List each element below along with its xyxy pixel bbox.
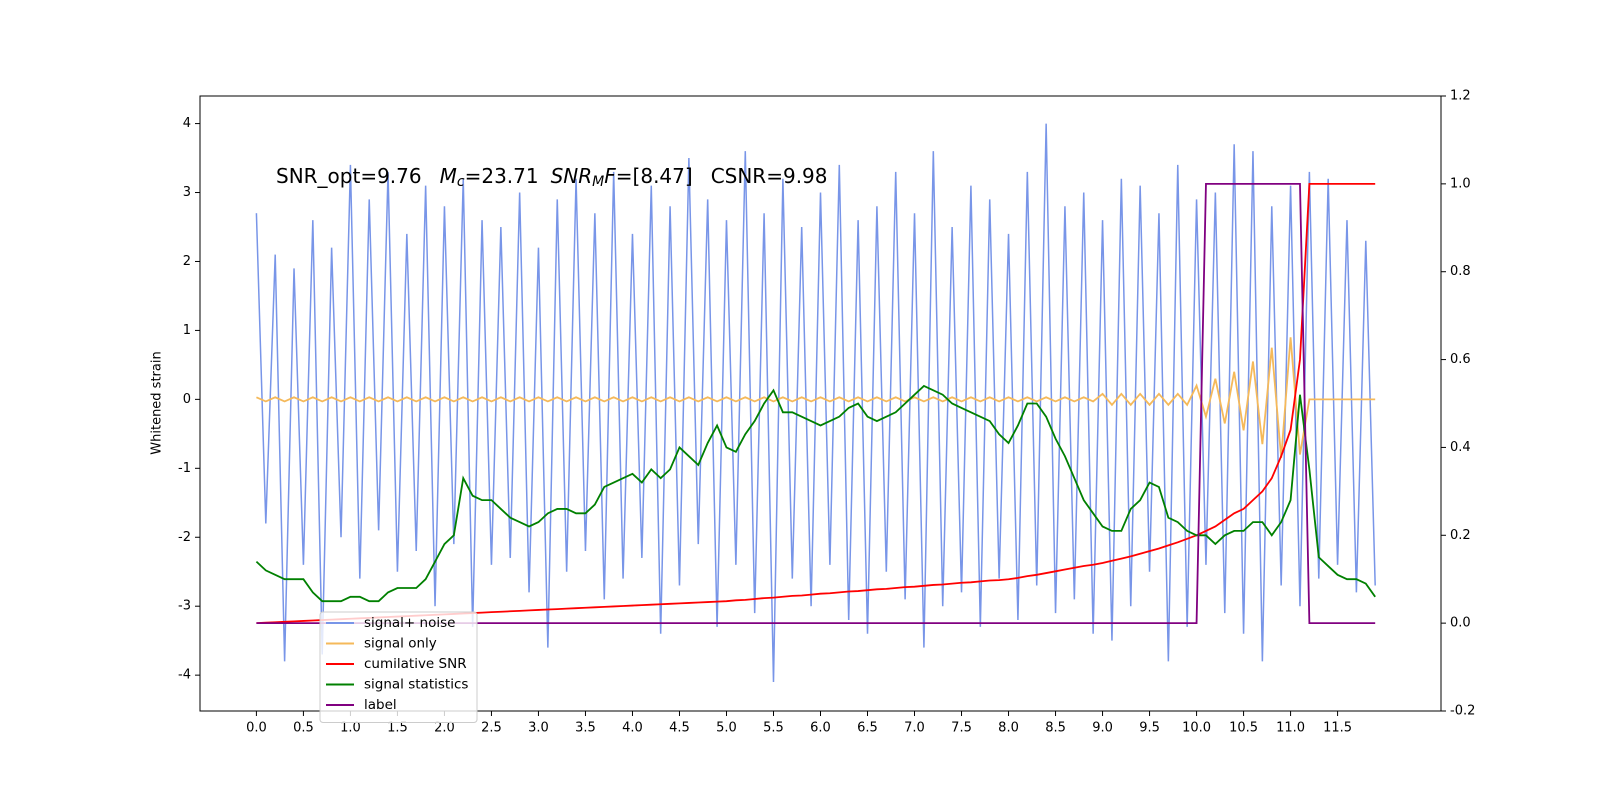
y2-tick-label: 1.2 [1450, 89, 1471, 104]
annotation-part: F [604, 164, 616, 188]
x-tick-label: 2.5 [481, 721, 502, 736]
annotation: SNR_opt=9.76 Mc=23.71 SNRMF=[8.47] CSNR=9.9… [276, 164, 828, 191]
annotation-part: c [457, 174, 465, 190]
x-tick-label: 6.5 [857, 721, 878, 736]
x-tick-label: 10.0 [1182, 721, 1211, 736]
x-tick-label: 10.5 [1229, 721, 1258, 736]
x-tick-label: 4.0 [622, 721, 643, 736]
legend-label: signal+ noise [364, 615, 455, 631]
y-axis-label: Whitened strain [150, 351, 165, 454]
y-tick-label: -2 [178, 530, 191, 545]
legend: signal+ noise signal only cumilative SNR si… [319, 611, 478, 723]
annotation-part: =[8.47] [616, 164, 693, 188]
x-tick-label: 9.5 [1139, 721, 1160, 736]
annotation-part: M [440, 164, 457, 188]
x-tick-label: 11.5 [1323, 721, 1352, 736]
legend-label: signal only [364, 636, 437, 652]
legend-label: label [364, 697, 397, 713]
y-tick-label: 4 [183, 116, 191, 131]
series-line [255, 123, 1376, 683]
x-tick-label: 0.0 [246, 721, 267, 736]
y2-tick-label: 0.6 [1450, 352, 1471, 367]
x-tick-label: 7.0 [904, 721, 925, 736]
y2-tick-label: -0.2 [1450, 704, 1475, 719]
y2-tick-label: 1.0 [1450, 176, 1471, 191]
x-tick-label: 9.0 [1092, 721, 1113, 736]
x-tick-label: 2.0 [434, 721, 455, 736]
x-tick-label: 3.5 [575, 721, 596, 736]
y2-tick-label: 0.0 [1450, 616, 1471, 631]
y2-tick-label: 0.8 [1450, 264, 1471, 279]
x-tick-label: 1.0 [340, 721, 361, 736]
x-tick-label: 8.5 [1045, 721, 1066, 736]
annotation-part: SNR [551, 164, 593, 188]
x-tick-label: 8.0 [998, 721, 1019, 736]
annotation-part: SNR_opt=9.76 [276, 164, 422, 188]
y-tick-label: 1 [183, 323, 191, 338]
x-tick-label: 5.5 [763, 721, 784, 736]
y-tick-label: -3 [178, 599, 191, 614]
plot-area [255, 123, 1376, 683]
y2-tick-label: 0.4 [1450, 440, 1471, 455]
y-tick-label: -1 [178, 461, 191, 476]
y-tick-label: 2 [183, 254, 191, 269]
annotation-part: M [592, 174, 604, 190]
annotation-part: =23.71 [465, 164, 539, 188]
x-tick-label: 6.0 [810, 721, 831, 736]
y-tick-label: 0 [183, 392, 191, 407]
legend-box [319, 611, 478, 723]
x-tick-label: 7.5 [951, 721, 972, 736]
x-tick-label: 5.0 [716, 721, 737, 736]
x-tick-label: 3.0 [528, 721, 549, 736]
legend-label: signal statistics [364, 677, 468, 693]
x-tick-label: 11.0 [1276, 721, 1305, 736]
series-line [255, 384, 1376, 603]
x-tick-label: 4.5 [669, 721, 690, 736]
y-tick-label: -4 [178, 668, 191, 683]
legend-label: cumilative SNR [364, 656, 467, 672]
x-tick-label: 0.5 [293, 721, 314, 736]
series-line [256, 337, 1376, 459]
y-tick-label: 3 [183, 185, 191, 200]
annotation-part: CSNR=9.98 [711, 164, 828, 188]
y2-tick-label: 0.2 [1450, 528, 1471, 543]
x-tick-label: 1.5 [387, 721, 408, 736]
